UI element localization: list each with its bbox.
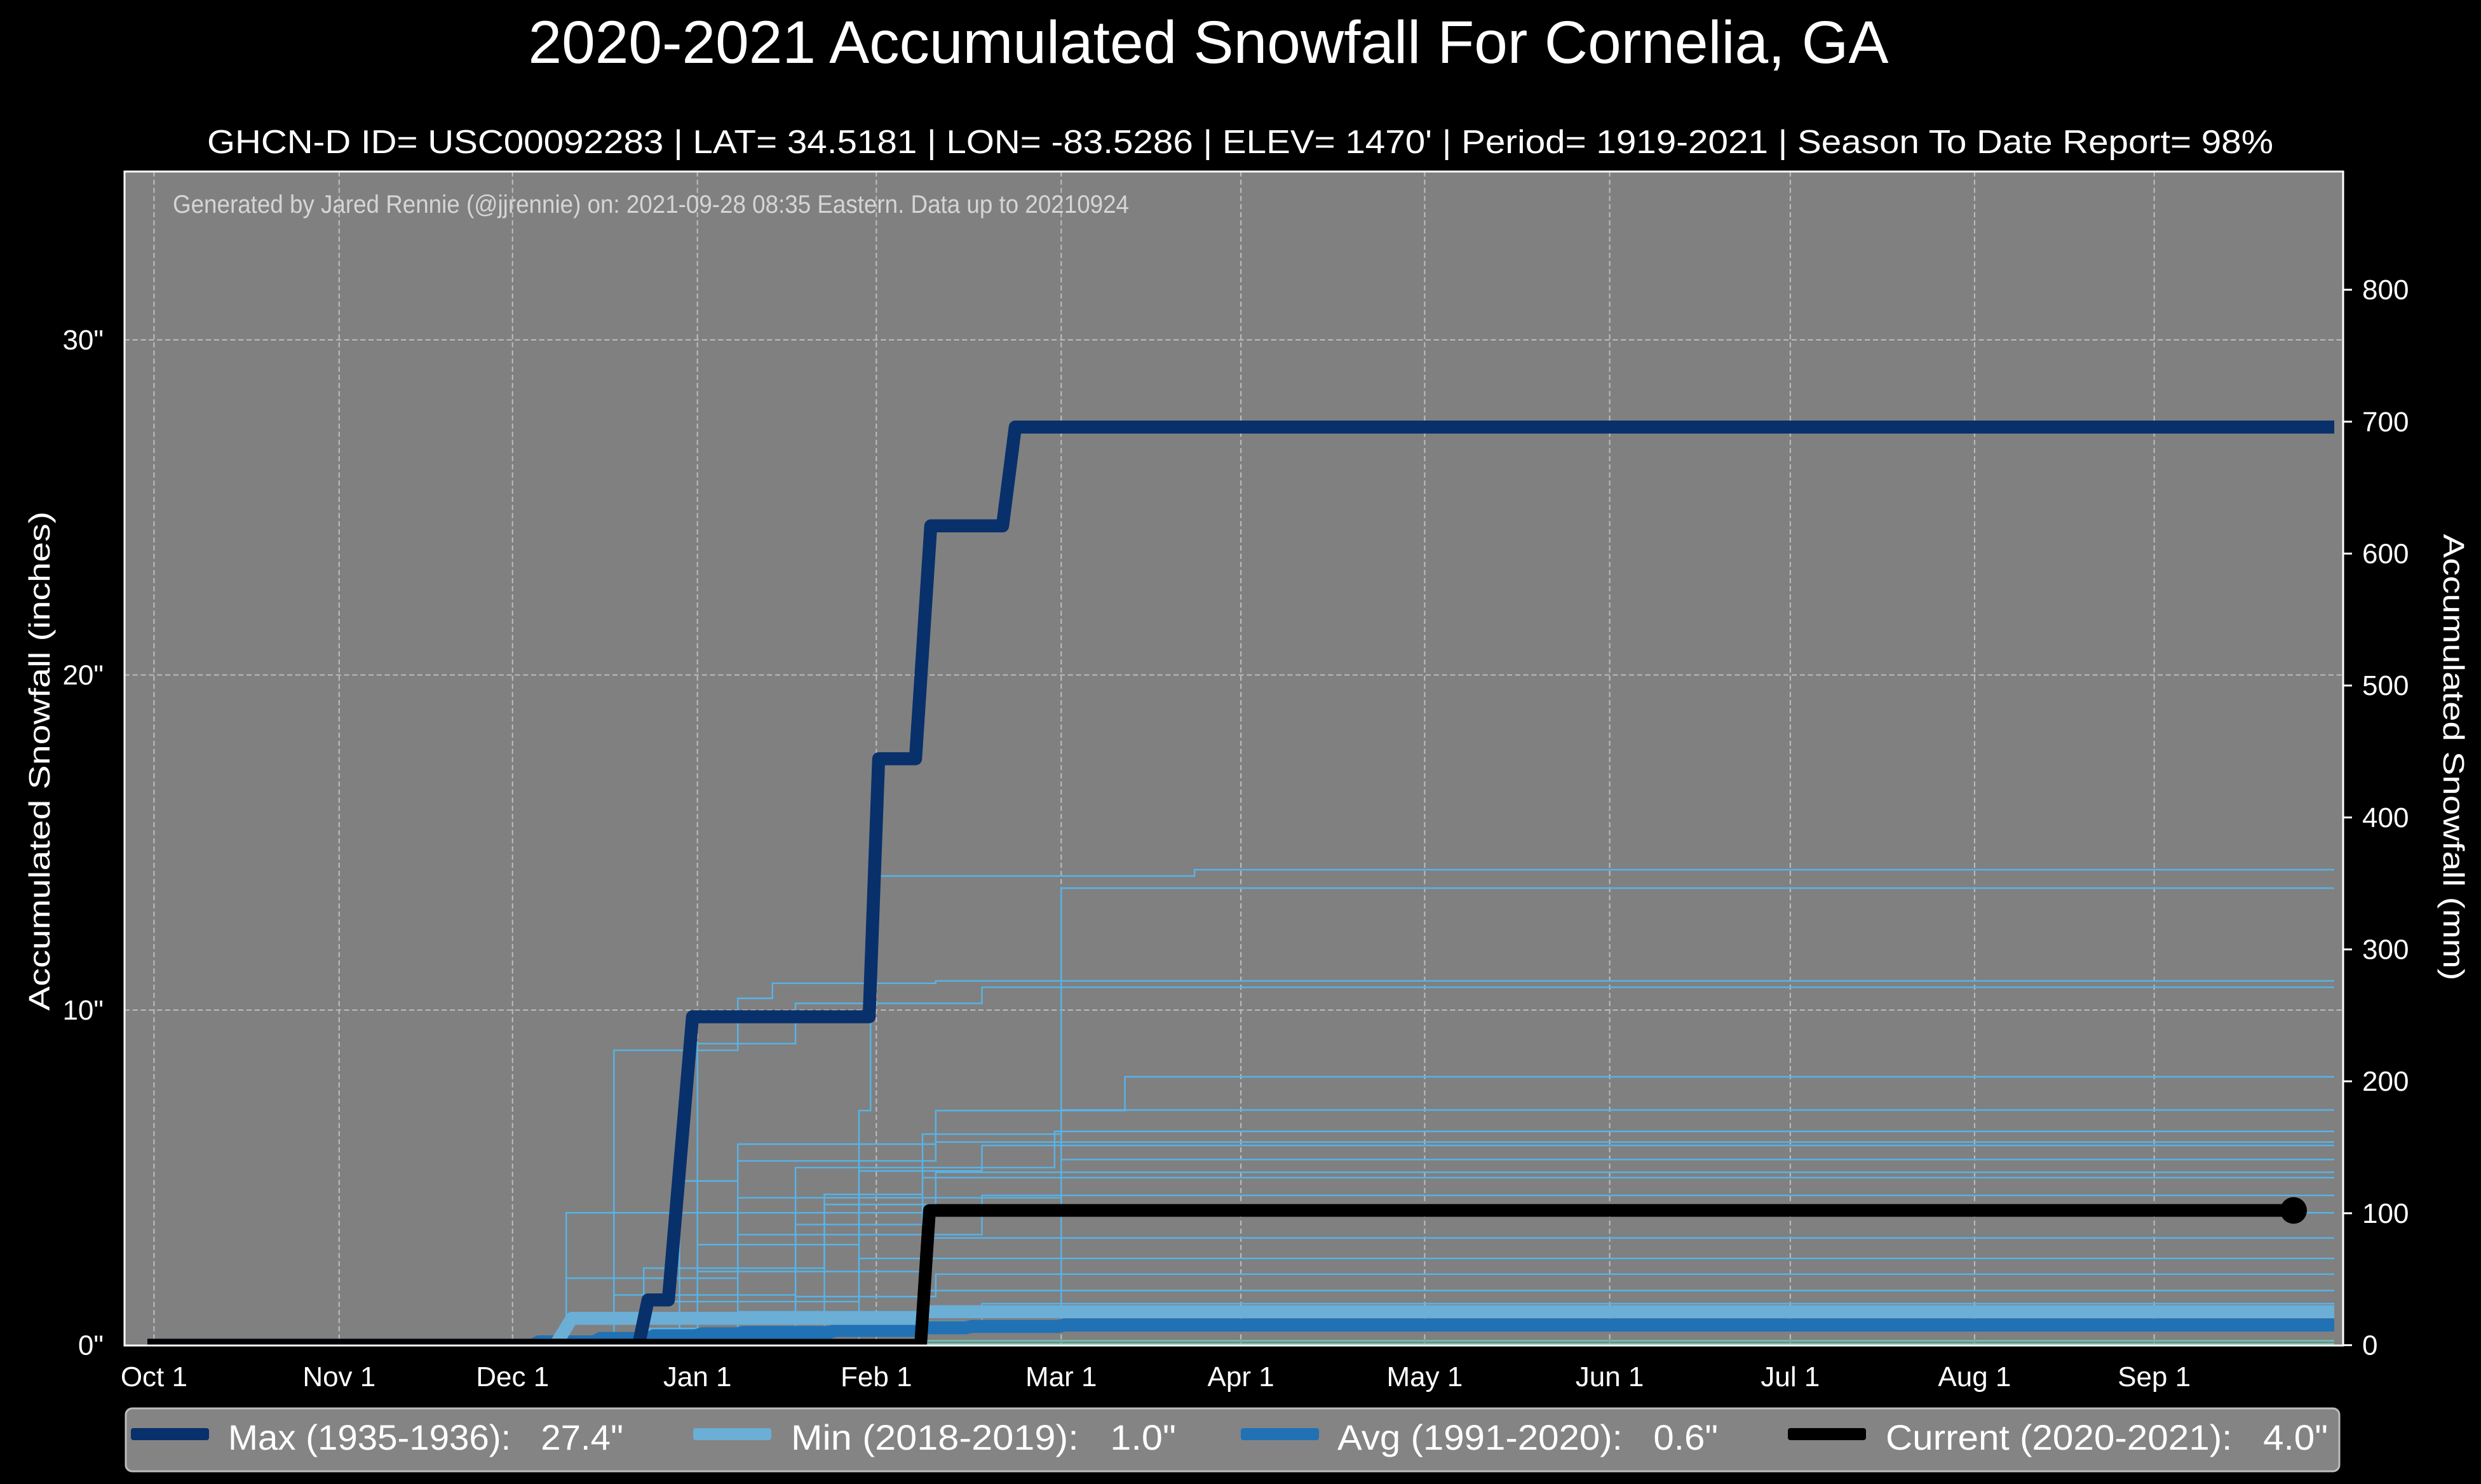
svg-text:Current (2020-2021): 4.0": Current (2020-2021): 4.0": [1886, 1417, 2328, 1457]
svg-text:800: 800: [2362, 274, 2409, 306]
svg-text:700: 700: [2362, 407, 2409, 438]
svg-text:Max (1935-1936): 27.4": Max (1935-1936): 27.4": [228, 1417, 623, 1457]
svg-text:Jul 1: Jul 1: [1761, 1361, 1820, 1393]
svg-text:2020-2021 Accumulated Snowfall: 2020-2021 Accumulated Snowfall For Corne…: [529, 9, 1889, 76]
svg-text:Sep 1: Sep 1: [2118, 1361, 2191, 1393]
svg-text:0": 0": [78, 1330, 104, 1361]
svg-text:300: 300: [2362, 934, 2409, 966]
svg-text:Oct 1: Oct 1: [121, 1361, 187, 1393]
svg-text:Dec 1: Dec 1: [476, 1361, 549, 1393]
svg-text:Mar 1: Mar 1: [1025, 1361, 1097, 1393]
svg-text:400: 400: [2362, 802, 2409, 833]
svg-text:Generated by Jared Rennie (@jj: Generated by Jared Rennie (@jjrennie) on…: [173, 191, 1129, 219]
svg-text:100: 100: [2362, 1198, 2409, 1229]
svg-text:Aug 1: Aug 1: [1938, 1361, 2011, 1393]
svg-text:Jun 1: Jun 1: [1576, 1361, 1644, 1393]
svg-text:Feb 1: Feb 1: [841, 1361, 912, 1393]
svg-text:500: 500: [2362, 670, 2409, 701]
svg-text:Min (2018-2019): 1.0": Min (2018-2019): 1.0": [791, 1417, 1176, 1457]
svg-text:30": 30": [62, 325, 104, 356]
svg-text:Accumulated Snowfall (inches): Accumulated Snowfall (inches): [23, 511, 56, 1011]
svg-text:Apr 1: Apr 1: [1208, 1361, 1274, 1393]
svg-text:200: 200: [2362, 1066, 2409, 1097]
svg-text:GHCN-D ID= USC00092283 | LAT=: GHCN-D ID= USC00092283 | LAT= 34.5181 | …: [207, 124, 2273, 161]
svg-text:Jan 1: Jan 1: [663, 1361, 732, 1393]
svg-text:600: 600: [2362, 538, 2409, 569]
svg-text:May 1: May 1: [1386, 1361, 1463, 1393]
svg-text:10": 10": [62, 995, 104, 1026]
svg-text:20": 20": [62, 660, 104, 691]
svg-text:0: 0: [2362, 1330, 2377, 1361]
svg-text:Nov 1: Nov 1: [302, 1361, 375, 1393]
svg-text:Avg (1991-2020): 0.6": Avg (1991-2020): 0.6": [1337, 1417, 1718, 1457]
svg-text:Accumulated Snowfall (mm): Accumulated Snowfall (mm): [2437, 534, 2470, 981]
